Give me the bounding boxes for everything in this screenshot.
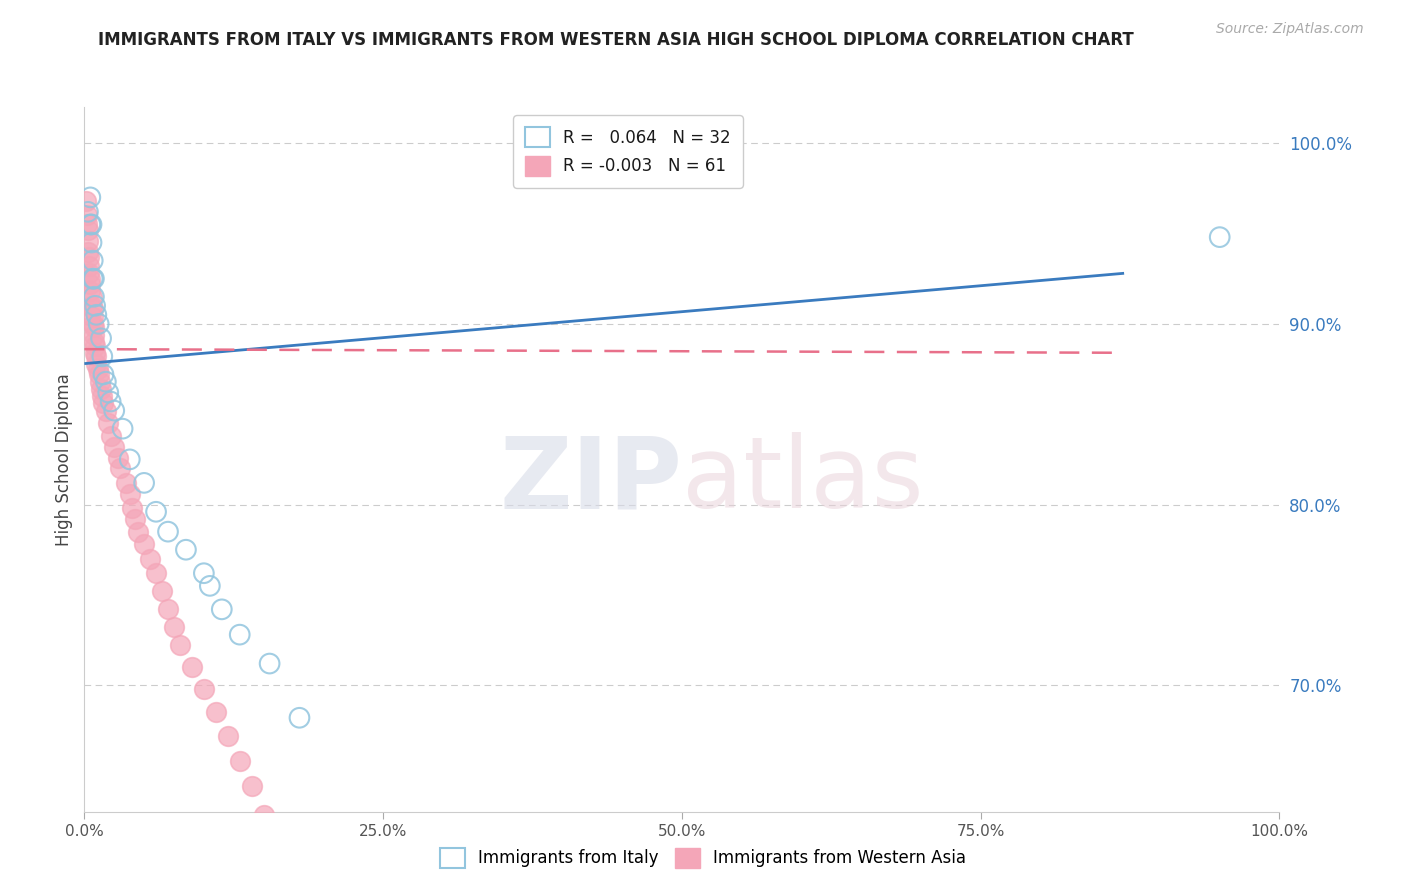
Point [80,299,103,313]
Point [145,566,167,581]
Point [82,310,104,324]
Point [77,204,100,219]
Point [93,396,115,410]
Point [87,368,110,382]
Point [198,579,221,593]
Point [77,223,100,237]
Point [79,190,101,204]
Point [80,290,103,304]
Point [107,450,129,465]
Text: Source: ZipAtlas.com: Source: ZipAtlas.com [1216,22,1364,37]
Point [127,524,149,539]
Point [86,308,108,322]
Point [76,209,98,223]
Point [229,627,252,641]
Point [277,841,299,855]
Point [118,486,141,500]
Point [115,475,138,490]
Point [79,271,101,285]
Point [82,271,104,285]
Point [181,660,204,674]
Point [97,385,120,400]
Point [229,754,252,768]
Point [83,320,105,334]
Point [90,331,112,345]
Point [86,362,108,376]
Point [86,357,108,371]
Point [83,327,105,342]
Point [79,218,101,232]
Point [84,299,107,313]
Point [79,277,101,292]
Point [103,440,125,454]
Point [253,808,276,822]
Point [75,194,97,208]
Point [259,657,281,671]
Text: atlas: atlas [682,432,924,529]
Point [93,368,115,382]
Point [83,271,105,285]
Point [132,537,156,551]
Point [77,234,100,248]
Point [193,566,215,581]
Point [139,551,162,566]
Text: ZIP: ZIP [499,432,682,529]
Point [111,422,134,436]
Point [193,681,215,696]
Legend: R =   0.064   N = 32, R = -0.003   N = 61: R = 0.064 N = 32, R = -0.003 N = 61 [513,115,742,187]
Point [157,602,180,616]
Point [91,389,114,403]
Point [77,259,100,273]
Point [76,218,98,232]
Point [94,403,117,417]
Point [87,317,110,331]
Point [174,542,197,557]
Point [103,403,125,417]
Point [83,290,105,304]
Point [217,729,239,743]
Point [82,253,104,268]
Point [110,461,132,475]
Point [91,350,114,364]
Point [77,250,100,264]
Point [132,475,156,490]
Point [163,620,186,634]
Point [121,501,143,516]
Point [84,338,107,352]
Point [86,350,108,364]
Point [1209,230,1232,244]
Point [77,244,100,259]
Point [240,780,263,794]
Point [82,302,104,317]
Point [84,345,107,359]
Point [80,218,103,232]
Point [150,584,173,599]
Point [94,375,117,389]
Point [100,394,122,409]
Point [89,375,111,389]
Point [83,334,105,349]
Point [312,873,335,888]
Point [169,639,191,653]
Point [211,602,233,616]
Point [80,235,103,250]
Point [205,706,228,720]
Point [79,285,101,299]
Point [97,416,120,430]
Point [145,505,167,519]
Text: IMMIGRANTS FROM ITALY VS IMMIGRANTS FROM WESTERN ASIA HIGH SCHOOL DIPLOMA CORREL: IMMIGRANTS FROM ITALY VS IMMIGRANTS FROM… [98,31,1135,49]
Legend: Immigrants from Italy, Immigrants from Western Asia: Immigrants from Italy, Immigrants from W… [433,841,973,875]
Point [82,317,104,331]
Point [157,524,180,539]
Point [288,711,311,725]
Y-axis label: High School Diploma: High School Diploma [55,373,73,546]
Point [77,266,100,280]
Point [100,429,122,443]
Point [90,382,112,396]
Point [124,512,146,526]
Point [118,452,141,467]
